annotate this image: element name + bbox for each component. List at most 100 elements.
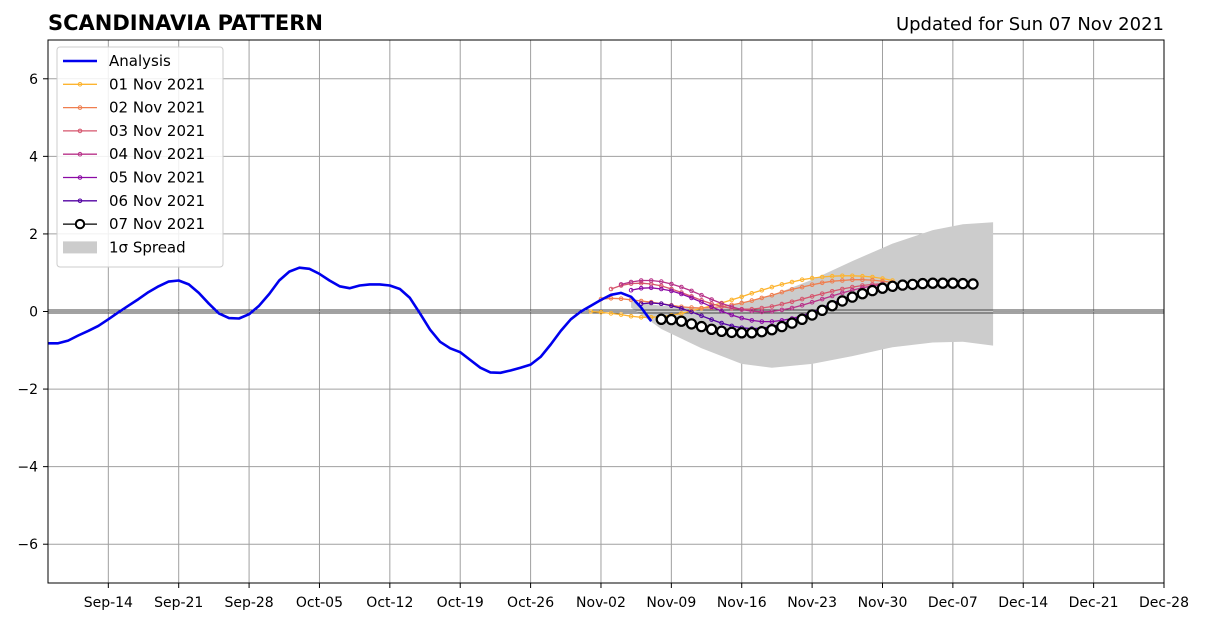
y-tick-label: 4 — [29, 149, 38, 165]
legend-item: 05 Nov 2021 — [63, 169, 205, 187]
forecast-point — [749, 291, 755, 296]
legend-swatch-marker — [77, 105, 83, 110]
forecast-point — [709, 297, 714, 302]
forecast-point — [699, 292, 704, 298]
forecast-series-2 — [608, 280, 885, 312]
forecast-point — [739, 307, 745, 312]
forecast-point — [746, 327, 758, 339]
forecast-point — [726, 326, 738, 339]
forecast-point — [675, 315, 688, 327]
forecast-point — [665, 313, 678, 326]
forecast-point — [739, 300, 745, 306]
forecast-point — [806, 309, 818, 321]
forecast-point — [766, 324, 778, 336]
forecast-point — [756, 326, 768, 338]
forecast-point — [618, 312, 624, 317]
forecast-point — [679, 306, 684, 311]
forecast-point — [769, 319, 775, 324]
forecast-point — [659, 279, 664, 284]
forecast-point — [789, 305, 795, 311]
forecast-point — [709, 301, 714, 307]
forecast-point — [759, 309, 765, 315]
forecast-point — [715, 325, 728, 337]
forecast-point — [866, 284, 879, 297]
legend-label: 06 Nov 2021 — [109, 192, 205, 210]
forecast-point — [829, 293, 835, 299]
forecast-point — [638, 285, 644, 291]
forecast-point — [779, 307, 785, 313]
forecast-point — [870, 277, 875, 283]
forecast-point — [779, 289, 785, 295]
legend-swatch-marker — [77, 151, 83, 157]
forecast-point — [906, 278, 919, 291]
forecast-point — [719, 320, 724, 326]
forecast-point — [618, 282, 624, 287]
x-tick-label: Sep-14 — [84, 595, 133, 611]
forecast-point — [809, 294, 815, 299]
legend-item: 1σ Spread — [63, 238, 186, 256]
forecast-point — [816, 304, 828, 316]
forecast-point — [648, 278, 654, 283]
y-axis-ticks: −6 −4 −2 0 2 4 6 — [17, 72, 48, 553]
forecast-point — [809, 275, 815, 281]
forecast-point — [699, 313, 704, 319]
x-tick-label: Oct-05 — [296, 595, 343, 611]
x-tick-label: Oct-12 — [366, 595, 413, 611]
forecast-series-3 — [618, 278, 885, 315]
legend-label: Analysis — [109, 52, 171, 70]
forecast-point — [819, 280, 825, 286]
forecast-point — [638, 280, 644, 286]
forecast-point — [819, 296, 825, 302]
forecast-series-6 — [655, 277, 979, 339]
forecast-point — [769, 309, 775, 314]
forecast-point — [608, 296, 614, 301]
forecast-point — [860, 277, 865, 283]
forecast-point — [809, 299, 815, 305]
legend-swatch-patch — [63, 241, 97, 254]
legend-item: Analysis — [63, 52, 171, 70]
forecast-point — [719, 301, 724, 306]
x-tick-label: Nov-30 — [858, 595, 908, 611]
legend-item: 07 Nov 2021 — [63, 215, 205, 233]
forecast-point — [917, 277, 929, 290]
legend: Analysis 01 Nov 2021 02 Nov 2021 03 Nov 202… — [56, 46, 224, 268]
forecast-point — [749, 308, 755, 314]
forecast-point — [685, 318, 698, 330]
forecast-point — [638, 298, 644, 304]
forecast-point — [769, 284, 775, 290]
forecast-point — [699, 299, 704, 305]
forecast-point — [739, 294, 745, 300]
y-tick-label: −4 — [17, 460, 38, 476]
forecast-point — [809, 282, 815, 288]
forecast-point — [669, 303, 674, 309]
legend-item: 04 Nov 2021 — [63, 145, 205, 163]
forecast-point — [880, 276, 885, 281]
forecast-point — [896, 279, 909, 291]
legend-item: 01 Nov 2021 — [63, 75, 205, 93]
legend-label: 05 Nov 2021 — [109, 169, 205, 187]
x-tick-label: Nov-16 — [717, 595, 767, 611]
forecast-line — [620, 279, 883, 313]
forecast-point — [736, 327, 748, 339]
forecast-point — [628, 287, 634, 293]
forecast-point — [679, 284, 684, 290]
forecast-point — [789, 299, 795, 305]
legend-swatch-marker — [77, 175, 83, 180]
x-tick-label: Dec-21 — [1069, 595, 1119, 611]
forecast-point — [840, 273, 845, 279]
x-tick-label: Nov-02 — [576, 595, 626, 611]
forecast-point — [799, 277, 805, 283]
y-tick-label: 6 — [29, 72, 38, 88]
forecast-point — [659, 286, 664, 292]
forecast-point — [739, 315, 745, 321]
analysis-layer — [48, 266, 653, 375]
forecast-point — [779, 301, 785, 307]
forecast-point — [850, 277, 855, 283]
forecast-point — [786, 317, 798, 329]
forecast-point — [659, 301, 664, 307]
x-axis-ticks: Sep-14 Sep-21 Sep-28 Oct-05 Oct-12 Oct-19 Oct-… — [84, 583, 1189, 611]
forecast-point — [628, 313, 634, 319]
forecast-point — [695, 320, 708, 333]
forecast-point — [826, 300, 838, 312]
